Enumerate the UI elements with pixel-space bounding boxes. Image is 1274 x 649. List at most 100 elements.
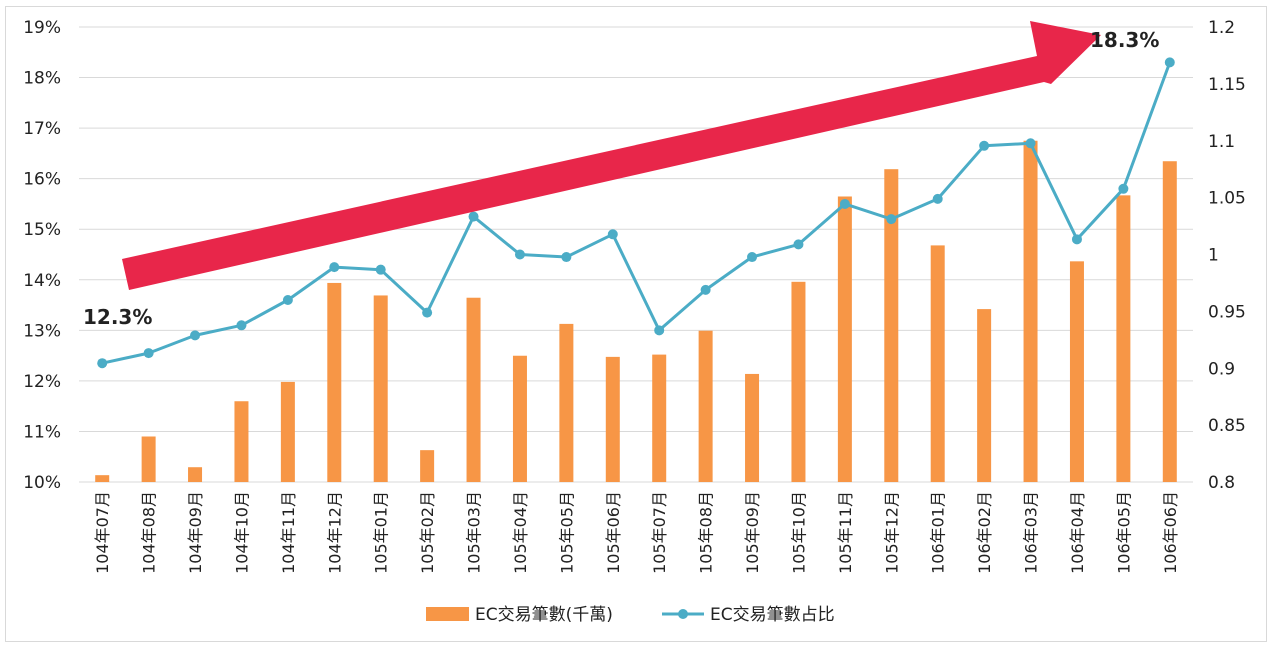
y-left-tick-label: 11% xyxy=(23,422,61,442)
bar xyxy=(698,330,713,482)
x-tick-label: 105年09月 xyxy=(743,491,762,574)
x-tick-label: 104年08月 xyxy=(140,491,159,574)
x-tick-label: 105年07月 xyxy=(650,491,669,574)
x-tick-label: 106年04月 xyxy=(1068,491,1087,574)
bar xyxy=(420,450,435,482)
line-point xyxy=(1118,183,1129,194)
y-right-tick-label: 0.85 xyxy=(1208,416,1246,436)
line-point xyxy=(607,229,618,240)
x-tick-label: 105年05月 xyxy=(557,491,576,574)
bar xyxy=(559,323,574,482)
line-point xyxy=(654,325,665,336)
x-tick-label: 104年09月 xyxy=(186,491,205,574)
bar xyxy=(930,245,945,482)
x-tick-label: 104年11月 xyxy=(279,491,298,574)
x-tick-label: 105年03月 xyxy=(465,491,484,574)
y-right-tick-label: 1.15 xyxy=(1208,75,1246,95)
y-left-tick-label: 13% xyxy=(23,321,61,341)
y-right-tick-label: 0.95 xyxy=(1208,302,1246,322)
bar xyxy=(373,295,388,482)
line-point xyxy=(839,198,850,209)
line-point xyxy=(329,262,340,273)
bar xyxy=(791,281,806,482)
start-value-label: 12.3% xyxy=(83,305,152,329)
line-point xyxy=(422,307,433,318)
line-point xyxy=(514,249,525,260)
x-tick-label: 104年12月 xyxy=(325,491,344,574)
legend: EC交易筆數(千萬) EC交易筆數占比 xyxy=(426,605,835,625)
x-tick-label: 106年03月 xyxy=(1022,491,1041,574)
line-series xyxy=(97,57,1175,369)
bar-series xyxy=(95,140,1177,483)
bar xyxy=(884,169,899,482)
bar xyxy=(605,356,620,482)
bar xyxy=(1069,261,1084,482)
y-left-tick-label: 12% xyxy=(23,372,61,392)
combo-chart: 10% 11% 12% 13% 14% 15% 16% 17% 18% 19% 0.8 0.85 0.9… xyxy=(23,18,1246,625)
y-right-tick-label: 0.8 xyxy=(1208,473,1235,493)
bar xyxy=(977,309,992,482)
bar xyxy=(512,355,527,482)
end-value-label: 18.3% xyxy=(1090,28,1159,52)
line-point xyxy=(700,284,711,295)
line-point xyxy=(1071,234,1082,245)
y-right-tick-label: 1.05 xyxy=(1208,189,1246,209)
line-point xyxy=(468,211,479,222)
x-tick-label: 104年07月 xyxy=(93,491,112,574)
bar xyxy=(1162,161,1177,482)
line-point xyxy=(282,295,293,305)
x-tick-label: 106年01月 xyxy=(929,491,948,574)
bar xyxy=(280,381,295,482)
trend-arrow xyxy=(122,21,1101,290)
y-right-tick-label: 1.2 xyxy=(1208,18,1235,38)
bar xyxy=(1023,140,1038,482)
y-left-tick-label: 16% xyxy=(23,170,61,190)
y-left-tick-label: 14% xyxy=(23,271,61,291)
x-tick-label: 105年01月 xyxy=(372,491,391,574)
bar xyxy=(466,297,481,482)
trend-arrow-layer xyxy=(122,21,1101,290)
bar xyxy=(1116,195,1131,482)
y-left-tick-label: 17% xyxy=(23,119,61,139)
line-point xyxy=(97,358,108,369)
line-point xyxy=(1164,57,1175,68)
y-left-tick-label: 15% xyxy=(23,220,61,240)
legend-swatch-bar xyxy=(426,607,469,621)
bar xyxy=(652,354,667,482)
bar xyxy=(141,436,156,482)
line-point xyxy=(793,239,804,250)
line-point xyxy=(375,264,386,275)
line-point xyxy=(190,330,201,341)
x-tick-label: 105年02月 xyxy=(418,491,437,574)
x-tick-label: 105年04月 xyxy=(511,491,530,574)
chart-frame: 10% 11% 12% 13% 14% 15% 16% 17% 18% 19% 0.8 0.85 0.9… xyxy=(5,6,1267,642)
y-right-tick-label: 0.9 xyxy=(1208,359,1235,379)
y-right-tick-label: 1 xyxy=(1208,246,1219,266)
bar xyxy=(234,401,249,482)
line-point xyxy=(747,252,758,263)
x-tick-label: 106年02月 xyxy=(975,491,994,574)
line-point xyxy=(236,320,247,331)
x-tick-label: 104年10月 xyxy=(232,491,251,574)
x-tick-label: 105年06月 xyxy=(604,491,623,574)
x-tick-label: 105年08月 xyxy=(697,491,716,574)
annotations: 12.3% 18.3% xyxy=(83,28,1159,329)
x-tick-label: 106年05月 xyxy=(1114,491,1133,574)
bar xyxy=(745,373,760,482)
line-point xyxy=(143,348,154,359)
bar xyxy=(95,475,110,482)
bar xyxy=(327,282,342,482)
x-tick-label: 105年11月 xyxy=(836,491,855,574)
axes: 10% 11% 12% 13% 14% 15% 16% 17% 18% 19% 0.8 0.85 0.9… xyxy=(23,18,1246,574)
legend-label-bar: EC交易筆數(千萬) xyxy=(475,605,613,625)
line-series-path xyxy=(101,61,1172,365)
x-tick-label: 105年12月 xyxy=(882,491,901,574)
x-tick-label: 106年06月 xyxy=(1161,491,1180,574)
bar xyxy=(188,467,203,482)
legend-label-line: EC交易筆數占比 xyxy=(710,605,835,625)
y-left-tick-label: 19% xyxy=(23,18,61,38)
line-point xyxy=(886,214,897,225)
x-tick-label: 105年10月 xyxy=(789,491,808,574)
bar xyxy=(837,196,852,483)
y-left-tick-label: 10% xyxy=(23,473,61,493)
